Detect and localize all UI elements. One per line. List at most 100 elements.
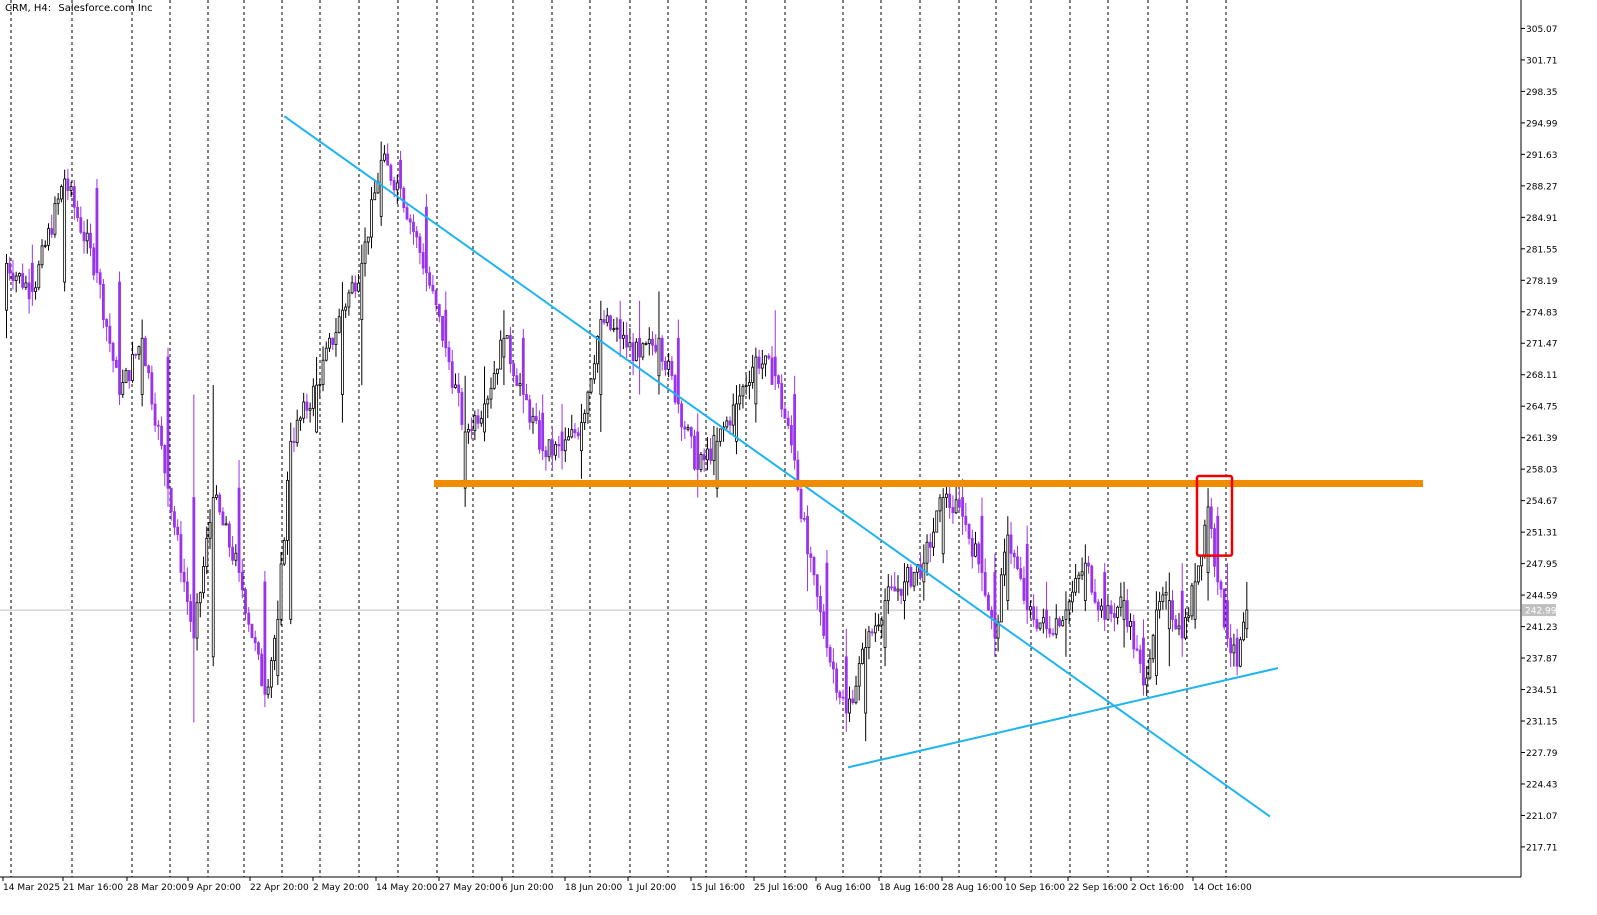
candle-body — [807, 516, 809, 553]
candle-body — [587, 392, 589, 413]
candle-body — [693, 436, 695, 469]
candle-body — [1243, 622, 1245, 640]
candle-body — [865, 647, 867, 713]
candle-body — [868, 632, 870, 648]
candle-body — [516, 376, 518, 386]
candle-body — [135, 354, 137, 355]
candle-body — [1058, 619, 1060, 626]
candle-body — [548, 440, 550, 457]
candle-body — [522, 338, 524, 394]
candle-body — [939, 498, 941, 511]
candle-body — [490, 388, 492, 399]
candle-body — [1217, 516, 1219, 582]
candle-body — [574, 430, 576, 433]
candle-body — [196, 603, 198, 638]
candle-body — [971, 538, 973, 556]
time-tick-label: 6 Jun 20:00 — [502, 883, 554, 893]
candle-body — [1184, 618, 1186, 639]
candle-body — [235, 553, 237, 560]
candle-body — [1201, 556, 1203, 566]
candle-body — [274, 638, 276, 660]
candle-body — [752, 367, 754, 382]
candle-body — [12, 273, 14, 281]
candle-body — [1052, 633, 1054, 634]
candle-body — [38, 265, 40, 288]
candle-body — [771, 358, 773, 384]
candle-body — [784, 409, 786, 418]
candle-body — [400, 160, 402, 188]
candle-body — [89, 233, 91, 248]
candle-body — [836, 669, 838, 692]
candle-body — [345, 307, 347, 310]
candle-body — [1181, 591, 1183, 638]
candle-body — [70, 187, 72, 191]
candle-body — [290, 441, 292, 619]
time-tick-label: 1 Jul 20:00 — [628, 883, 677, 893]
candle-body — [429, 273, 431, 286]
candle-body — [18, 274, 20, 276]
candle-body — [584, 414, 586, 423]
candle-body — [823, 612, 825, 636]
time-tick-label: 18 Aug 16:00 — [879, 883, 940, 893]
time-axis-ticks: 14 Mar 2025 21 Mar 16:00 28 Mar 20:00 9 Apr… — [3, 877, 1252, 893]
candle-body — [826, 563, 828, 647]
candle-body — [212, 498, 214, 657]
candle-body — [781, 384, 783, 409]
descending-trendline — [284, 116, 1270, 816]
candle-body — [1049, 629, 1051, 634]
price-tick-label: 258.03 — [1526, 466, 1558, 476]
candle-body — [138, 347, 140, 355]
candle-body — [306, 402, 308, 410]
candle-body — [994, 573, 996, 639]
candle-body — [622, 335, 624, 338]
candle-body — [309, 408, 311, 410]
candle-body — [1097, 602, 1099, 610]
candle-body — [978, 544, 980, 564]
candle-body — [926, 542, 928, 563]
candle-body — [1220, 582, 1222, 589]
price-tick-label: 247.95 — [1526, 560, 1558, 570]
candle-body — [1155, 610, 1157, 676]
candle-body — [626, 335, 628, 347]
candle-body — [1016, 557, 1018, 569]
time-tick-label: 28 Aug 16:00 — [942, 883, 1003, 893]
candle-body — [819, 596, 821, 611]
candle-body — [167, 357, 169, 488]
candle-body — [529, 400, 531, 422]
candle-body — [645, 343, 647, 344]
candle-body — [920, 565, 922, 578]
candle-body — [710, 449, 712, 461]
candle-body — [755, 357, 757, 404]
candle-body — [412, 222, 414, 231]
candle-body — [1230, 638, 1232, 653]
price-tick-label: 221.07 — [1526, 812, 1558, 822]
candle-body — [897, 589, 899, 591]
candle-body — [952, 507, 954, 512]
candle-body — [44, 245, 46, 246]
candle-body — [364, 242, 366, 263]
candle-body — [106, 320, 108, 327]
candle-body — [551, 440, 553, 455]
candle-body — [732, 405, 734, 425]
time-tick-label: 22 Sep 16:00 — [1068, 883, 1128, 893]
price-tick-label: 271.47 — [1526, 340, 1558, 350]
candle-body — [435, 291, 437, 305]
candle-body — [1084, 563, 1086, 600]
candle-body — [910, 567, 912, 586]
candle-body — [380, 160, 382, 216]
candle-body — [1120, 597, 1122, 607]
candle-body — [332, 338, 334, 344]
candle-body — [855, 686, 857, 703]
candle-body — [1000, 575, 1002, 622]
candle-body — [335, 333, 337, 345]
price-tick-label: 281.55 — [1526, 245, 1558, 255]
candle-body — [555, 444, 557, 455]
candle-body — [131, 354, 133, 380]
candle-body — [299, 418, 301, 420]
price-tick-label: 301.71 — [1526, 56, 1558, 66]
candle-body — [338, 317, 340, 333]
candle-body — [374, 193, 376, 200]
candle-body — [1081, 572, 1083, 575]
candle-body — [526, 394, 528, 399]
